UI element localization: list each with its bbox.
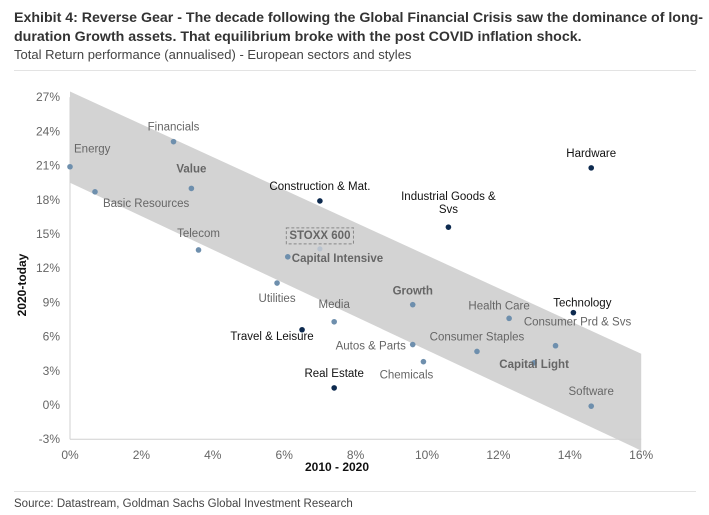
- y-tick-label: 6%: [43, 330, 61, 344]
- point-financials: [170, 138, 177, 145]
- label-telecom: Telecom: [177, 228, 220, 240]
- point-real-estate: [331, 385, 337, 391]
- point-health-care: [506, 315, 512, 322]
- label-travel-leisure: Travel & Leisure: [230, 331, 313, 343]
- point-industrial-goods-svs: [445, 224, 452, 230]
- point-autos-parts: [409, 341, 416, 348]
- x-tick-label: 6%: [276, 448, 294, 462]
- y-tick-label: 21%: [36, 159, 60, 173]
- label-media: Media: [319, 299, 351, 311]
- label-growth: Growth: [393, 286, 433, 298]
- point-telecom: [195, 247, 202, 253]
- source-note: Source: Datastream, Goldman Sachs Global…: [14, 498, 353, 510]
- point-construction-mat: [317, 198, 323, 204]
- y-tick-label: 24%: [36, 124, 60, 138]
- point-stoxx-600: [317, 246, 323, 252]
- x-tick-label: 16%: [629, 448, 653, 462]
- x-tick-label: 12%: [486, 448, 510, 462]
- label-autos-parts: Autos & Parts: [336, 341, 407, 353]
- point-hardware: [588, 165, 595, 171]
- y-axis-label: 2020-today: [15, 253, 29, 316]
- label-construction-mat: Construction & Mat.: [269, 181, 370, 193]
- point-growth: [409, 301, 416, 308]
- label-financials: Financials: [148, 122, 200, 134]
- data-points: [67, 138, 595, 409]
- label-stoxx-600: STOXX 600: [289, 230, 350, 242]
- label-software: Software: [569, 386, 614, 398]
- shaded-band: [70, 91, 642, 451]
- point-chemicals: [420, 358, 427, 365]
- x-tick-label: 4%: [204, 448, 222, 462]
- x-tick-label: 2%: [133, 448, 151, 462]
- x-tick-label: 8%: [347, 448, 365, 462]
- top-divider: [14, 70, 696, 71]
- label-hardware: Hardware: [566, 148, 616, 160]
- stoxx-600-box: [285, 227, 354, 245]
- label-capital-light: Capital Light: [499, 359, 569, 371]
- scatter-chart: -3%0%3%6%9%12%15%18%21%24%27% 0% 2% 4% 6% 8%…: [15, 90, 654, 474]
- y-tick-label: 27%: [36, 90, 60, 104]
- y-tick-label: 3%: [43, 364, 61, 378]
- label-consumer-prd-svs: Consumer Prd & Svs: [524, 317, 632, 329]
- point-technology: [570, 309, 577, 316]
- y-tick-label: -3%: [39, 432, 61, 446]
- y-tick-label: 0%: [43, 398, 61, 412]
- label-consumer-staples: Consumer Staples: [430, 331, 525, 343]
- chart-subtitle: Total Return performance (annualised) - …: [14, 47, 412, 62]
- label-utilities: Utilities: [259, 293, 296, 305]
- bottom-divider: [14, 491, 696, 492]
- x-tick-label: 10%: [415, 448, 439, 462]
- y-tick-label: 12%: [36, 261, 60, 275]
- point-labels: Energy Basic Resources Financials Value Tele…: [74, 122, 631, 398]
- point-capital-light: [531, 360, 537, 366]
- y-tick-label: 15%: [36, 227, 60, 241]
- point-travel-leisure: [299, 326, 305, 333]
- label-basic-resources: Basic Resources: [103, 198, 190, 210]
- x-axis-ticks: 0% 2% 4% 6% 8% 10% 12% 14% 16%: [61, 448, 653, 462]
- label-health-care: Health Care: [468, 300, 529, 312]
- x-axis-label: 2010 - 2020: [305, 460, 369, 474]
- y-tick-label: 9%: [43, 295, 61, 309]
- point-energy: [67, 163, 73, 170]
- label-technology: Technology: [553, 298, 611, 310]
- point-consumer-staples: [474, 348, 480, 355]
- point-basic-resources: [92, 189, 98, 195]
- label-value: Value: [176, 163, 206, 175]
- label-chemicals: Chemicals: [380, 370, 434, 382]
- label-capital-intensive: Capital Intensive: [292, 253, 383, 265]
- point-capital-intensive: [284, 253, 291, 260]
- y-axis-ticks: -3% 0% 3% 6% 9% 12% 15% 18% 21% 24% 27%: [36, 90, 60, 446]
- label-energy: Energy: [74, 144, 111, 156]
- point-consumer-prd-svs: [552, 342, 559, 349]
- label-real-estate: Real Estate: [304, 368, 363, 380]
- label-industrial-goods-svs: Industrial Goods & Svs: [401, 191, 496, 216]
- chart-title: Exhibit 4: Reverse Gear - The decade fol…: [14, 10, 704, 45]
- y-tick-label: 18%: [36, 193, 60, 207]
- x-tick-label: 14%: [558, 448, 582, 462]
- point-utilities: [274, 280, 280, 286]
- point-media: [331, 318, 337, 325]
- point-value: [188, 185, 195, 192]
- x-tick-label: 0%: [61, 448, 79, 462]
- point-software: [588, 403, 595, 409]
